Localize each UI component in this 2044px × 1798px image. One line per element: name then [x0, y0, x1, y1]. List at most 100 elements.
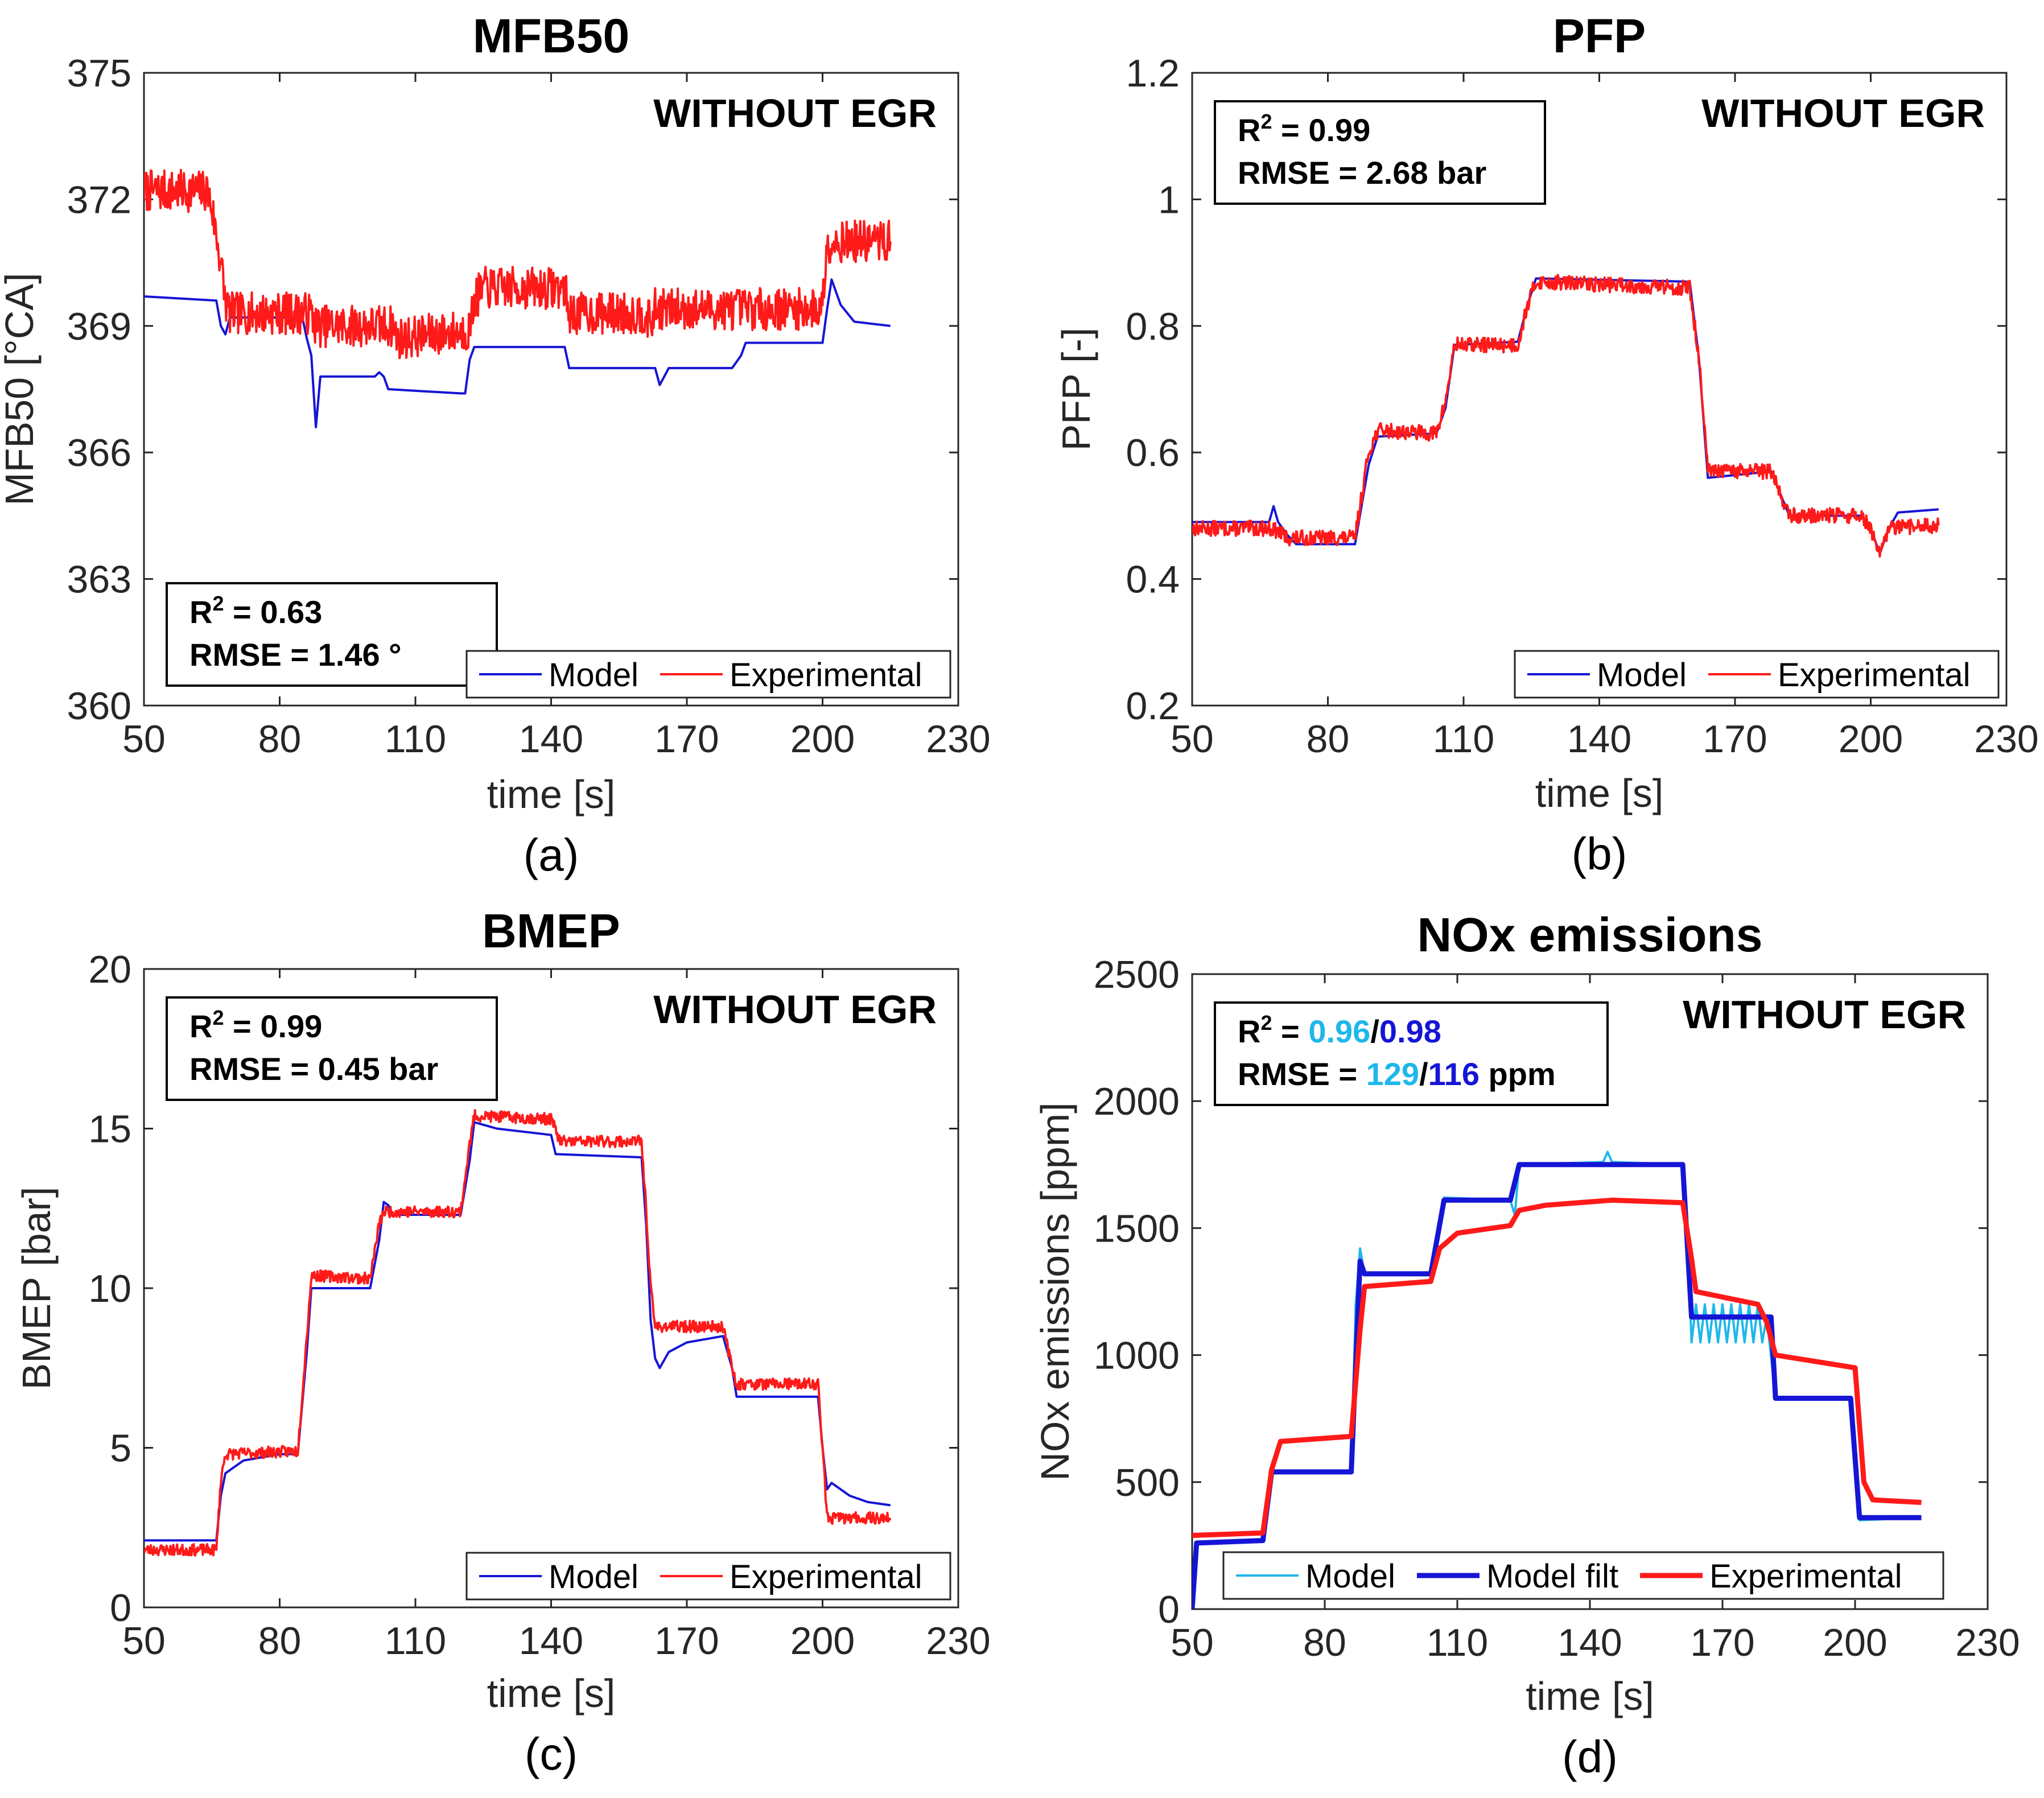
x-tick-label: 230 [1955, 1621, 2020, 1664]
legend-label: Experimental [1778, 657, 1970, 694]
x-tick-label: 50 [122, 1619, 166, 1663]
series-line-model [144, 278, 891, 428]
r2-model-filt: 0.98 [1379, 1013, 1441, 1049]
x-axis-label: time [s] [1535, 771, 1664, 815]
panel-label: (b) [1572, 828, 1627, 879]
stats-box-frame [1214, 100, 1546, 205]
x-tick-label: 200 [790, 1619, 855, 1663]
x-tick-label: 200 [1823, 1621, 1887, 1664]
series-group [144, 1109, 892, 1557]
legend: Model Experimental [1514, 650, 2000, 699]
x-tick-label: 80 [1303, 1621, 1346, 1664]
y-tick-label: 372 [67, 178, 131, 221]
y-tick-label: 10 [88, 1267, 131, 1310]
stats-box: R2 = 0.96/0.98 RMSE = 129/116 ppm [1214, 1001, 1609, 1106]
condition-label: WITHOUT EGR [653, 987, 937, 1032]
y-tick-label: 1500 [1094, 1207, 1180, 1250]
stats-box: R2 = 0.63 RMSE = 1.46 ° [166, 582, 498, 687]
x-tick-label: 110 [1427, 1621, 1488, 1664]
legend-frame [1222, 1551, 1944, 1600]
x-tick-label: 230 [1974, 717, 2038, 761]
x-tick-label: 80 [258, 1619, 302, 1663]
y-tick-label: 369 [67, 305, 131, 348]
y-tick-label: 0.6 [1126, 431, 1180, 475]
y-tick-label: 366 [67, 431, 131, 475]
y-tick-label: 15 [88, 1108, 131, 1151]
x-tick-label: 50 [1171, 717, 1214, 761]
x-tick-label: 140 [519, 717, 583, 761]
legend-label: Model [1305, 1558, 1395, 1595]
rmse-text: RMSE = 1.46 ° [189, 637, 402, 673]
y-tick-label: 0.4 [1126, 558, 1180, 601]
condition-label: WITHOUT EGR [1701, 91, 1985, 135]
x-tick-label: 50 [122, 717, 166, 761]
chart-panel-3: 50 80 110 140 170 200 230 0 5 10 15 20 BMEP time [s] B… [14, 904, 991, 1779]
x-tick-label: 140 [1567, 717, 1631, 761]
stats-box-frame [166, 582, 498, 687]
legend-label: Experimental [1709, 1558, 1902, 1595]
r2-text: R2 = 0.99 [1238, 110, 1370, 148]
x-tick-label: 80 [1307, 717, 1350, 761]
y-axis-label: PFP [-] [1054, 328, 1098, 451]
y-tick-label: 1000 [1094, 1334, 1180, 1378]
series-line-experimental [144, 168, 892, 360]
x-axis-label: time [s] [1526, 1674, 1654, 1718]
condition-label: WITHOUT EGR [1683, 992, 1966, 1037]
chart-panel-1: 50 80 110 140 170 200 230 360 363 366 369 372 375 MFB… [0, 9, 991, 880]
legend-label: Experimental [730, 657, 922, 694]
series-line-model [1192, 1150, 1922, 1609]
legend: Model Experimental [465, 1552, 951, 1601]
y-axis-label: NOx emissions [ppm] [1033, 1102, 1077, 1481]
series-line-model [144, 1121, 891, 1542]
r2-model: 0.96 [1308, 1013, 1370, 1049]
legend-label: Model [1597, 657, 1687, 694]
x-tick-label: 230 [926, 717, 990, 761]
stats-box: R2 = 0.99 RMSE = 0.45 bar [166, 996, 498, 1101]
x-tick-label: 170 [1690, 1621, 1754, 1664]
y-tick-label: 360 [67, 684, 131, 728]
x-tick-label: 140 [519, 1619, 583, 1663]
chart-title: PFP [1553, 9, 1646, 63]
x-tick-label: 170 [654, 717, 719, 761]
series-group [144, 168, 892, 428]
y-tick-label: 1 [1158, 178, 1180, 221]
rmse-text: RMSE = 129/116 ppm [1238, 1056, 1556, 1092]
y-tick-label: 363 [67, 558, 131, 601]
chart-title: NOx emissions [1417, 908, 1763, 962]
series-group [1192, 274, 1940, 558]
x-tick-label: 200 [1839, 717, 1903, 761]
legend: Model Experimental [465, 650, 951, 699]
x-tick-label: 140 [1557, 1621, 1622, 1664]
x-tick-label: 110 [385, 717, 446, 761]
r2-text: R2 = 0.63 [189, 592, 322, 630]
series-group [1192, 1150, 1922, 1609]
legend-label: Model filt [1486, 1558, 1618, 1595]
chart-panel-2: 50 80 110 140 170 200 230 0.2 0.4 0.6 0.8 1 1.2 PFP ti… [1054, 9, 2039, 879]
y-tick-label: 5 [110, 1427, 131, 1470]
x-axis-label: time [s] [487, 1671, 616, 1715]
y-tick-label: 375 [67, 52, 131, 95]
r2-text: R2 = 0.96/0.98 [1238, 1011, 1441, 1049]
panel-label: (c) [525, 1729, 578, 1779]
legend-label: Model [549, 1558, 638, 1595]
x-tick-label: 80 [258, 717, 302, 761]
stats-box: R2 = 0.99 RMSE = 2.68 bar [1214, 100, 1546, 205]
x-tick-label: 50 [1171, 1621, 1214, 1664]
chart-title: MFB50 [473, 9, 629, 63]
series-line-experimental [144, 1109, 892, 1557]
series-line-experimental [1192, 274, 1940, 558]
series-line-model-filt [1192, 1162, 1922, 1609]
y-tick-label: 1.2 [1126, 52, 1180, 95]
x-axis-label: time [s] [487, 772, 616, 816]
legend-label: Model [549, 657, 638, 694]
series-line-experimental [1192, 1197, 1922, 1538]
x-tick-label: 110 [385, 1619, 446, 1663]
y-tick-label: 20 [88, 948, 131, 991]
panel-label: (a) [524, 830, 579, 880]
rmse-text: RMSE = 0.45 bar [189, 1051, 438, 1087]
y-tick-label: 0 [110, 1586, 131, 1630]
rmse-model: 129 [1366, 1056, 1419, 1092]
legend-label: Experimental [730, 1558, 922, 1595]
r2-text: R2 = 0.99 [189, 1006, 322, 1044]
